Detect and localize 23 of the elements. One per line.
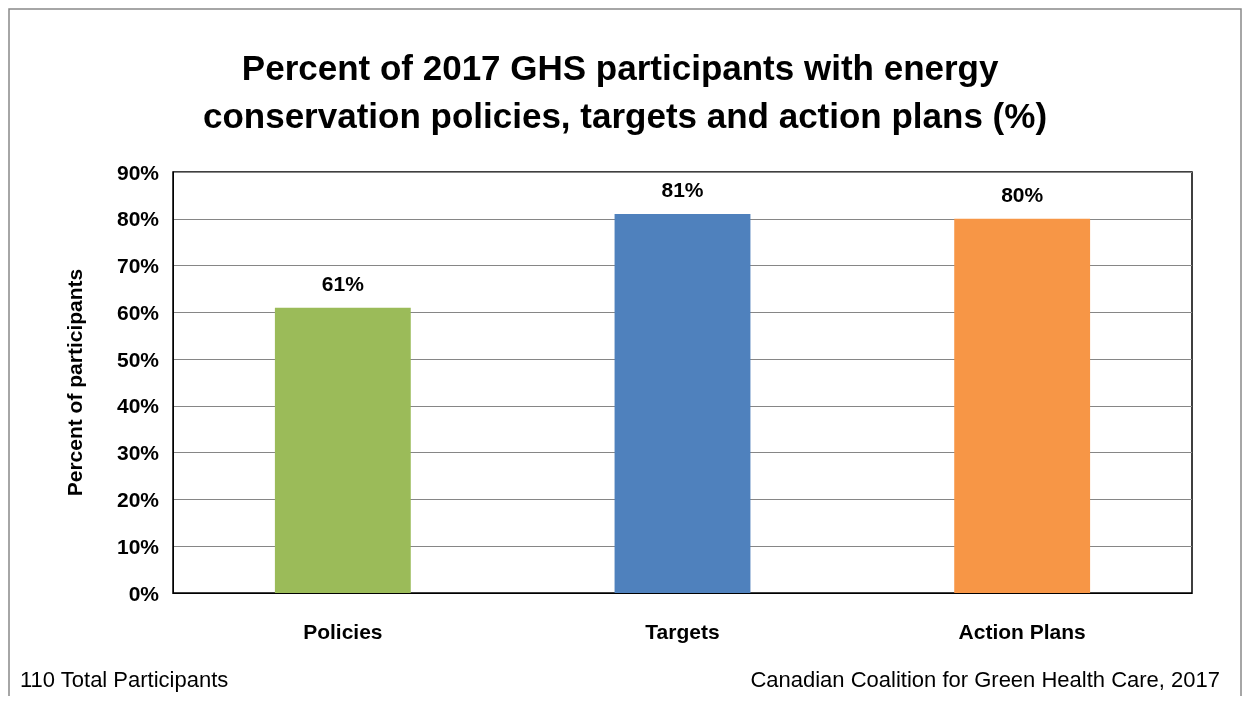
y-tick-label: 50% [116,347,160,371]
x-tick-label: Policies [303,620,383,643]
y-tick-label: 0% [128,581,160,605]
data-label: 81% [661,178,704,202]
x-tick-label: Action Plans [958,620,1086,643]
bar [954,218,1091,593]
y-tick-label: 70% [116,254,160,278]
x-tick-label: Targets [645,620,720,643]
data-label: 61% [321,271,365,295]
y-tick-label: 20% [116,487,160,511]
chart-title: Percent of 2017 GHS participants with energy conservation policies, targets and action plans (%) [202,47,1048,135]
y-tick-label: 10% [116,534,160,558]
y-tick-label: 90% [116,160,160,184]
text: Canadian Coalition for Green Health Care, 2017 [750,666,1221,692]
y-tick-label: 60% [116,300,160,324]
bar [274,307,411,593]
y-tick-label: 80% [116,207,160,231]
y-axis-title: Percent of participants [63,268,86,497]
y-tick-label: 30% [116,441,160,465]
bar [614,214,751,593]
data-label: 80% [1001,182,1044,206]
y-tick-label: 40% [116,394,160,418]
text: 110 Total Participants [20,666,229,692]
